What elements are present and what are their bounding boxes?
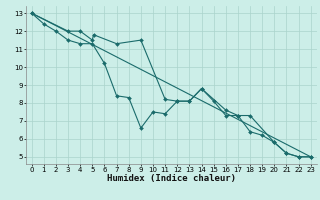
X-axis label: Humidex (Indice chaleur): Humidex (Indice chaleur)	[107, 174, 236, 183]
